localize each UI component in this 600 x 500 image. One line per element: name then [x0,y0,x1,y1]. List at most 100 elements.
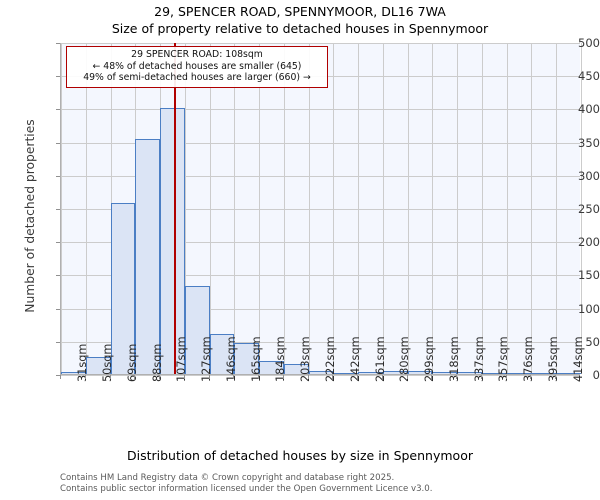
bar-184sqm [259,361,284,374]
page-subtitle: Size of property relative to detached ho… [111,21,489,36]
x-tick-mark [406,375,408,379]
x-tick-label: 88sqm [150,343,164,382]
x-tick-label: 242sqm [348,336,362,382]
y-tick-label: 200 [578,235,600,250]
gridline-horizontal [61,308,580,310]
x-tick-label: 357sqm [497,336,511,382]
x-tick-mark [183,375,185,379]
gridline-horizontal [61,341,580,343]
bar-395sqm [531,372,557,374]
x-tick-label: 165sqm [249,336,263,382]
footer-line-2: Contains public sector information licen… [60,483,433,494]
gridline-vertical [432,43,434,374]
x-tick-mark [555,375,557,379]
property-annotation-box: 29 SPENCER ROAD: 108sqm ← 48% of detache… [66,46,328,88]
x-tick-mark [505,375,507,379]
x-tick-label: 299sqm [423,336,437,382]
x-tick-label: 146sqm [224,336,238,382]
footer-attribution: Contains HM Land Registry data © Crown c… [60,473,432,494]
y-tick-mark [56,209,60,210]
x-tick-mark [307,375,309,379]
footer-line-1: Contains HM Land Registry data © Crown c… [60,473,395,483]
gridline-vertical [61,43,62,374]
gridline-horizontal [61,142,580,144]
x-tick-label: 414sqm [571,336,585,382]
bar-88sqm [135,138,161,374]
x-tick-label: 127sqm [200,336,214,382]
gridline-vertical [556,43,558,374]
gridline-vertical [283,43,285,374]
bar-69sqm [110,202,136,374]
gridline-vertical [382,43,384,374]
property-marker-line [173,43,176,374]
x-tick-mark [431,375,433,379]
bar-261sqm [358,372,383,374]
bar-203sqm [283,364,309,374]
annotation-line-1: 29 SPENCER ROAD: 108sqm [131,49,263,60]
x-tick-mark [530,375,532,379]
y-tick-mark [56,175,60,177]
x-tick-label: 318sqm [447,336,461,382]
gridline-vertical [209,43,211,374]
y-tick-mark [56,142,60,144]
y-tick-label: 450 [578,69,600,84]
x-tick-mark [159,375,161,379]
x-tick-mark [480,375,482,379]
y-tick-mark [56,76,60,78]
x-tick-mark [233,375,235,379]
y-tick-mark [56,43,60,44]
bar-242sqm [333,372,359,374]
y-tick-label: 500 [578,36,600,50]
x-tick-label: 203sqm [299,336,313,382]
y-tick-label: 250 [578,202,600,216]
plot-area [60,43,582,376]
page-title: 29, SPENCER ROAD, SPENNYMOOR, DL16 7WA [154,4,446,19]
bar-337sqm [457,372,482,374]
annotation-line-2: ← 48% of detached houses are smaller (64… [92,60,302,72]
gridline-vertical [85,43,87,374]
x-tick-mark [84,375,86,379]
bar-50sqm [85,357,111,374]
bar-280sqm [382,371,408,374]
x-tick-mark [456,375,458,379]
x-tick-label: 337sqm [472,336,486,382]
bar-31sqm [61,372,86,374]
x-tick-mark [60,375,61,379]
gridline-vertical [531,43,533,374]
gridline-vertical [481,43,483,374]
x-tick-label: 261sqm [373,336,387,382]
gridline-horizontal [61,209,580,210]
bar-107sqm [160,108,185,374]
x-tick-label: 69sqm [125,343,139,382]
gridline-vertical [506,43,508,374]
x-tick-label: 222sqm [324,336,337,382]
y-tick-label: 300 [578,168,600,183]
x-tick-mark [134,375,136,379]
x-tick-label: 31sqm [76,343,90,382]
x-tick-mark [282,375,284,379]
bar-127sqm [184,285,210,374]
y-tick-mark [56,242,60,244]
annotation-line-3: 49% of semi-detached houses are larger (… [83,72,311,83]
x-tick-mark [109,375,111,379]
y-tick-label: 400 [578,102,600,117]
y-tick-label: 0 [592,368,600,382]
x-tick-label: 107sqm [175,336,189,382]
y-tick-label: 100 [578,301,600,316]
gridline-vertical [308,43,310,374]
bar-165sqm [234,342,260,374]
gridline-horizontal [61,275,580,277]
bar-146sqm [209,334,235,374]
x-tick-label: 280sqm [398,336,412,382]
gridline-horizontal [61,109,580,111]
gridline-vertical [184,43,186,374]
bar-318sqm [432,372,458,374]
x-tick-label: 50sqm [101,343,115,382]
gridline-vertical [234,43,236,374]
x-tick-mark [208,375,210,379]
gridline-vertical [333,43,335,374]
y-tick-label: 50 [585,334,600,349]
y-tick-mark [56,375,60,376]
x-tick-mark [258,375,260,379]
y-tick-label: 150 [578,268,600,283]
